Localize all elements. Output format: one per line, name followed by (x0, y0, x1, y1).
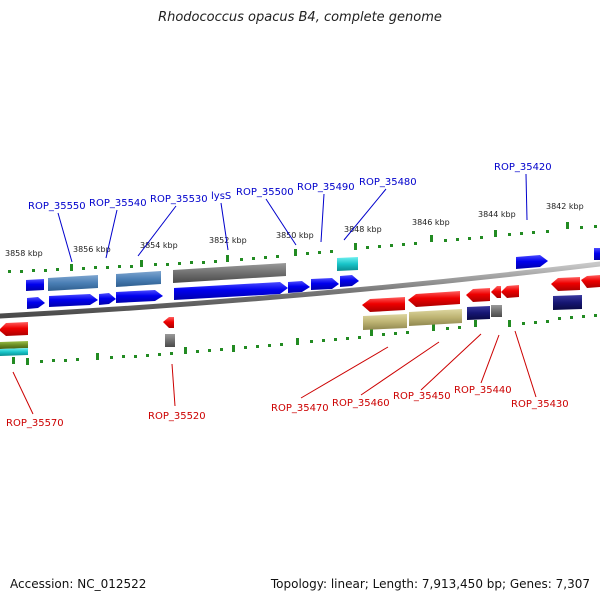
gene-khaki-1[interactable] (363, 314, 407, 330)
gene-blue-a[interactable] (26, 279, 44, 291)
genome-backbone (0, 261, 600, 319)
gene-blue-b[interactable] (27, 297, 45, 309)
gene-red-3[interactable] (466, 288, 490, 302)
gene-gray-small[interactable] (165, 334, 175, 347)
label-rop-35490[interactable]: ROP_35490 (297, 182, 355, 193)
gene-red-edge2[interactable] (581, 275, 600, 288)
scale-label-3852: 3852 kbp (209, 236, 247, 245)
gene-red-1[interactable] (362, 297, 405, 312)
label-rop-35420[interactable]: ROP_35420 (494, 162, 552, 173)
label-rop-35530[interactable]: ROP_35530 (150, 194, 208, 205)
gene-red-6[interactable] (551, 277, 580, 291)
forward-scale-ruler (8, 222, 597, 273)
scale-label-3846: 3846 kbp (412, 218, 450, 227)
reverse-scale-ruler (12, 314, 597, 365)
gene-blue-e[interactable] (116, 290, 163, 303)
gene-steel-1[interactable] (48, 275, 98, 291)
scale-label-3858: 3858 kbp (5, 249, 43, 258)
label-rop-35470[interactable]: ROP_35470 (271, 403, 329, 414)
label-rop-35440[interactable]: ROP_35440 (454, 385, 512, 396)
gene-red-edge[interactable] (0, 322, 28, 336)
label-rop-35460[interactable]: ROP_35460 (332, 398, 390, 409)
gene-khaki-2[interactable] (409, 309, 462, 326)
gene-blue-g[interactable] (288, 281, 310, 293)
accession-text: Accession: NC_012522 (10, 577, 147, 591)
label-rop-35520[interactable]: ROP_35520 (148, 411, 206, 422)
gene-red-5[interactable] (501, 285, 519, 298)
gene-red-2[interactable] (408, 291, 460, 307)
gene-navy[interactable] (467, 306, 490, 320)
genome-summary-text: Topology: linear; Length: 7,913,450 bp; … (270, 577, 590, 591)
gene-olive[interactable] (0, 341, 28, 349)
gene-blue-d[interactable] (99, 293, 116, 305)
forward-gene-labels: ROP_35550 ROP_35540 ROP_35530 lysS ROP_3… (28, 162, 552, 212)
label-rop-35450[interactable]: ROP_35450 (393, 391, 451, 402)
label-rop-35570[interactable]: ROP_35570 (6, 418, 64, 429)
gene-blue-f[interactable] (174, 282, 288, 300)
scale-label-3842: 3842 kbp (546, 202, 584, 211)
scale-labels: 3858 kbp 3856 kbp 3854 kbp 3852 kbp 3850… (5, 202, 584, 258)
gene-blue-i[interactable] (340, 275, 359, 287)
gene-navy-2[interactable] (553, 295, 582, 310)
scale-label-3854: 3854 kbp (140, 241, 178, 250)
gene-gray-lysS[interactable] (173, 263, 286, 283)
scale-label-3844: 3844 kbp (478, 210, 516, 219)
label-rop-35430[interactable]: ROP_35430 (511, 399, 569, 410)
gene-blue-edge[interactable] (594, 248, 600, 260)
gene-blue-c[interactable] (49, 294, 98, 307)
label-rop-35500[interactable]: ROP_35500 (236, 187, 294, 198)
reverse-genes (0, 275, 600, 356)
gene-red-4[interactable] (491, 286, 501, 298)
gene-gray-2[interactable] (491, 305, 502, 317)
label-rop-35480[interactable]: ROP_35480 (359, 177, 417, 188)
gene-cyan-edge[interactable] (0, 348, 28, 356)
scale-label-3848: 3848 kbp (344, 225, 382, 234)
gene-blue-3[interactable] (516, 255, 548, 269)
map-title: Rhodococcus opacus B4, complete genome (158, 10, 442, 25)
forward-genes (26, 248, 600, 309)
scale-label-3850: 3850 kbp (276, 231, 314, 240)
reverse-leader-lines (12, 330, 537, 415)
scale-label-3856: 3856 kbp (73, 245, 111, 254)
gene-blue-h[interactable] (311, 278, 339, 290)
label-rop-35540[interactable]: ROP_35540 (89, 198, 147, 209)
reverse-gene-labels: ROP_35570 ROP_35520 ROP_35470 ROP_35460 … (6, 385, 569, 429)
gene-steel-2[interactable] (116, 271, 161, 287)
label-rop-35550[interactable]: ROP_35550 (28, 201, 86, 212)
forward-leader-lines (57, 173, 528, 263)
label-lyss[interactable]: lysS (211, 191, 231, 202)
gene-cyan[interactable] (337, 257, 358, 271)
gene-red-small[interactable] (163, 317, 174, 328)
